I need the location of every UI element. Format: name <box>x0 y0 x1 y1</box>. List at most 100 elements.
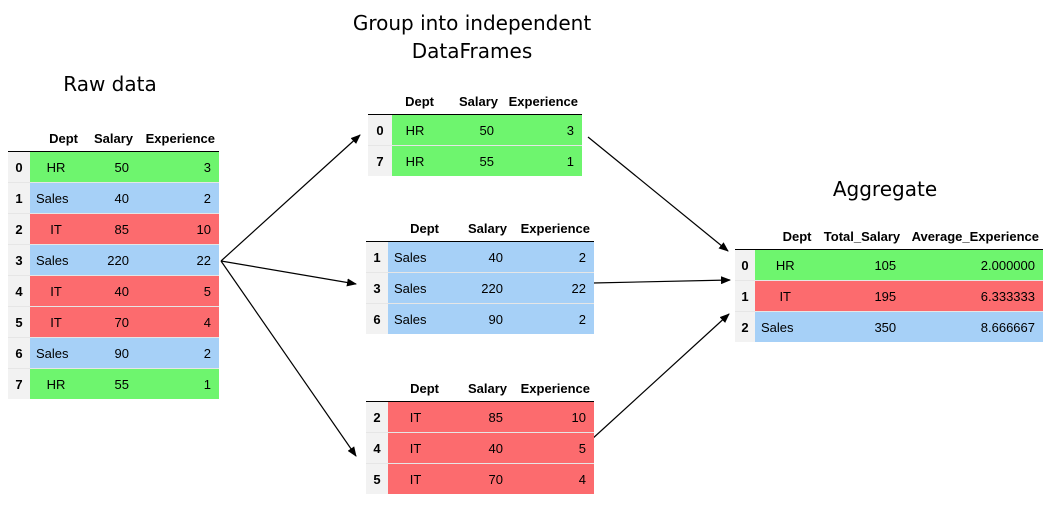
group-title: Group into independent DataFrames <box>330 9 614 65</box>
table-row: 2 IT 85 10 <box>366 401 594 433</box>
row-index: 4 <box>366 432 388 464</box>
column-header: Experience <box>145 130 215 146</box>
dept-cell: HR <box>392 114 438 146</box>
dept-cell: IT <box>754 280 816 312</box>
experience-cell: 3 <box>137 151 219 183</box>
salary-cell: 50 <box>82 151 137 183</box>
row-index: 6 <box>366 303 388 334</box>
salary-cell: 40 <box>82 275 137 307</box>
column-header: Salary <box>458 93 498 109</box>
dept-cell: IT <box>388 401 443 433</box>
arrow-raw-to-sales <box>220 260 357 287</box>
table-row: 1 Sales 40 2 <box>366 241 594 273</box>
experience-cell: 4 <box>511 463 594 494</box>
experience-cell: 22 <box>511 272 594 304</box>
row-index: 5 <box>366 463 388 494</box>
experience-cell: 4 <box>137 306 219 338</box>
dept-cell: HR <box>30 151 82 183</box>
table-row: 4 IT 40 5 <box>8 275 219 307</box>
row-index: 4 <box>8 275 30 307</box>
row-index: 5 <box>8 306 30 338</box>
average-experience-cell: 6.333333 <box>904 280 1043 312</box>
group-title-line1: Group into independent <box>352 11 592 35</box>
row-index: 1 <box>366 241 388 273</box>
salary-cell: 220 <box>443 272 511 304</box>
table-row: 0 HR 50 3 <box>368 114 582 146</box>
hr-group-table: Dept Salary Experience 0 HR 50 3 7 HR 55 1 <box>368 88 582 176</box>
row-index: 6 <box>8 337 30 369</box>
table-row: 3 Sales 220 22 <box>8 244 219 276</box>
dept-cell: Sales <box>30 244 82 276</box>
table-row: 5 IT 70 4 <box>8 306 219 338</box>
experience-cell: 3 <box>502 114 582 146</box>
column-header: Dept <box>410 220 439 236</box>
dept-cell: Sales <box>388 272 443 304</box>
salary-cell: 90 <box>82 337 137 369</box>
row-index: 0 <box>8 151 30 183</box>
table-row: 3 Sales 220 22 <box>366 272 594 304</box>
row-index: 7 <box>8 368 30 399</box>
column-header: Salary <box>467 380 507 396</box>
dept-cell: IT <box>30 213 82 245</box>
column-header: Average_Experience <box>911 228 1039 244</box>
column-header: Experience <box>520 220 590 236</box>
salary-cell: 50 <box>438 114 502 146</box>
dept-cell: IT <box>388 432 443 464</box>
column-header: Dept <box>49 130 78 146</box>
table-row: 4 IT 40 5 <box>366 432 594 464</box>
arrow-hr-to-aggregate <box>587 136 729 252</box>
column-header: Experience <box>520 380 590 396</box>
salary-cell: 220 <box>82 244 137 276</box>
dept-cell: HR <box>392 145 438 176</box>
experience-cell: 1 <box>502 145 582 176</box>
table-row: 2 IT 85 10 <box>8 213 219 245</box>
raw-data-table: Dept Salary Experience 0 HR 50 3 1 Sales 40 2 … <box>8 125 219 399</box>
total-salary-cell: 105 <box>815 249 905 281</box>
table-row: 5 IT 70 4 <box>366 463 594 494</box>
row-index: 3 <box>366 272 388 304</box>
arrow-it-to-aggregate <box>590 313 730 441</box>
group-title-line2: DataFrames <box>411 39 533 63</box>
dept-cell: IT <box>388 463 443 494</box>
average-experience-cell: 8.666667 <box>904 311 1043 342</box>
arrow-sales-to-aggregate <box>592 276 731 285</box>
column-header: Dept <box>782 228 812 244</box>
salary-cell: 90 <box>443 303 511 334</box>
table-row: 0 HR 105 2.000000 <box>735 249 1043 281</box>
column-header: Salary <box>467 220 507 236</box>
table-row: 6 Sales 90 2 <box>366 303 594 334</box>
table-row: 1 IT 195 6.333333 <box>735 280 1043 312</box>
table-row: 7 HR 55 1 <box>8 368 219 399</box>
salary-cell: 40 <box>82 182 137 214</box>
salary-cell: 85 <box>82 213 137 245</box>
experience-cell: 10 <box>511 401 594 433</box>
experience-cell: 2 <box>137 182 219 214</box>
experience-cell: 2 <box>137 337 219 369</box>
salary-cell: 40 <box>443 241 511 273</box>
arrow-raw-to-it <box>220 260 357 457</box>
salary-cell: 70 <box>443 463 511 494</box>
column-header: Dept <box>405 93 434 109</box>
table-row: 1 Sales 40 2 <box>8 182 219 214</box>
row-index: 2 <box>366 401 388 433</box>
arrow-raw-to-hr <box>220 134 361 262</box>
table-row: 6 Sales 90 2 <box>8 337 219 369</box>
table-row: 2 Sales 350 8.666667 <box>735 311 1043 342</box>
experience-cell: 10 <box>137 213 219 245</box>
column-header: Dept <box>410 380 439 396</box>
experience-cell: 2 <box>511 303 594 334</box>
dept-cell: Sales <box>388 303 443 334</box>
dept-cell: HR <box>30 368 82 399</box>
dept-cell: IT <box>30 306 82 338</box>
column-header: Experience <box>508 93 578 109</box>
row-index: 2 <box>8 213 30 245</box>
dept-cell: HR <box>754 249 816 281</box>
average-experience-cell: 2.000000 <box>904 249 1043 281</box>
salary-cell: 85 <box>443 401 511 433</box>
raw-data-title: Raw data <box>63 72 157 96</box>
dept-cell: Sales <box>754 311 816 342</box>
table-row: 0 HR 50 3 <box>8 151 219 183</box>
row-index: 2 <box>735 311 755 342</box>
table-row: 7 HR 55 1 <box>368 145 582 176</box>
